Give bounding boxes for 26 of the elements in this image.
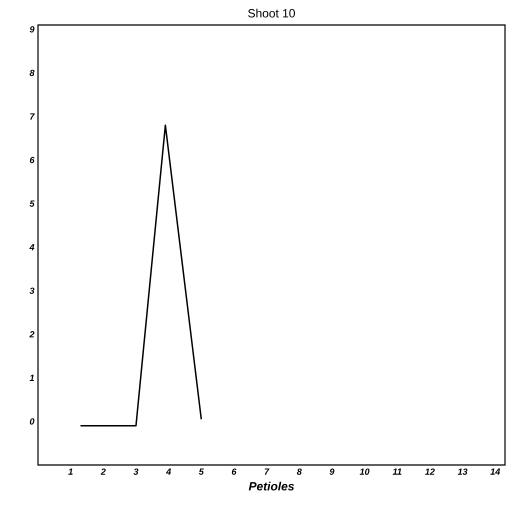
x-axis-title: Petioles	[248, 482, 294, 490]
x-tick-label: 9	[330, 468, 334, 475]
x-tick-label: 8	[296, 468, 302, 475]
x-tick-label: 5	[198, 468, 204, 475]
x-tick-label: 1	[68, 468, 73, 475]
y-tick-label: 5	[30, 200, 35, 207]
x-tick-label: 12	[425, 468, 435, 475]
x-tick-label: 7	[264, 468, 270, 475]
y-tick-label: 0	[30, 418, 34, 425]
x-tick-label: 3	[134, 468, 138, 475]
x-tick-label: 10	[360, 468, 370, 475]
y-tick-label: 9	[30, 26, 34, 33]
y-tick-label: 1	[30, 374, 34, 381]
y-tick-label: 3	[30, 288, 34, 294]
y-tick-label: 7	[30, 113, 35, 120]
x-tick-label: 4	[166, 468, 171, 475]
y-tick-label: 4	[29, 244, 34, 250]
x-tick-label: 6	[232, 468, 236, 475]
y-tick-label: 8	[30, 70, 34, 76]
y-tick-label: 6	[30, 156, 35, 164]
x-tick-label: 13	[458, 468, 468, 475]
y-tick-label: 2	[29, 331, 34, 338]
x-tick-label: 11	[392, 468, 402, 475]
chart-title: Shoot 10	[248, 8, 295, 18]
x-tick-label: 2	[100, 468, 106, 475]
x-tick-label: 14	[490, 468, 500, 475]
